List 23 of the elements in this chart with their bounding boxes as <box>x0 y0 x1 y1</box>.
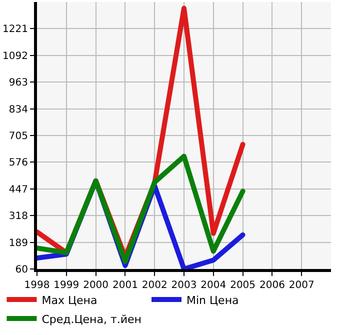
y-tick-label: 60 <box>15 264 28 276</box>
y-tick-label: 963 <box>8 78 28 89</box>
x-tick-label: 2007 <box>288 280 314 291</box>
y-tick-label: 318 <box>8 211 28 222</box>
x-tick-label: 2001 <box>112 280 138 291</box>
legend-label: Max Цена <box>42 294 98 307</box>
y-tick-label: 447 <box>8 184 28 196</box>
x-tick-label: 2003 <box>171 280 197 291</box>
y-tick-label: 1221 <box>2 24 28 36</box>
legend-label: Min Цена <box>186 294 239 307</box>
y-tick-label: 1092 <box>2 50 28 62</box>
y-tick-label: 705 <box>8 131 28 142</box>
x-tick-label: 1999 <box>54 280 80 291</box>
x-tick-label: 2005 <box>230 280 256 291</box>
y-tick-label: 576 <box>8 158 28 169</box>
x-tick-label: 2002 <box>142 280 168 291</box>
x-tick-label: 2006 <box>259 280 285 291</box>
y-tick-label: 189 <box>8 238 28 249</box>
x-tick-label: 2004 <box>200 280 226 291</box>
x-tick-label: 1998 <box>24 280 50 291</box>
x-tick-label: 2000 <box>83 280 109 291</box>
y-tick-label: 834 <box>8 104 28 116</box>
legend-label: Сред.Цена, т.йен <box>42 312 142 326</box>
